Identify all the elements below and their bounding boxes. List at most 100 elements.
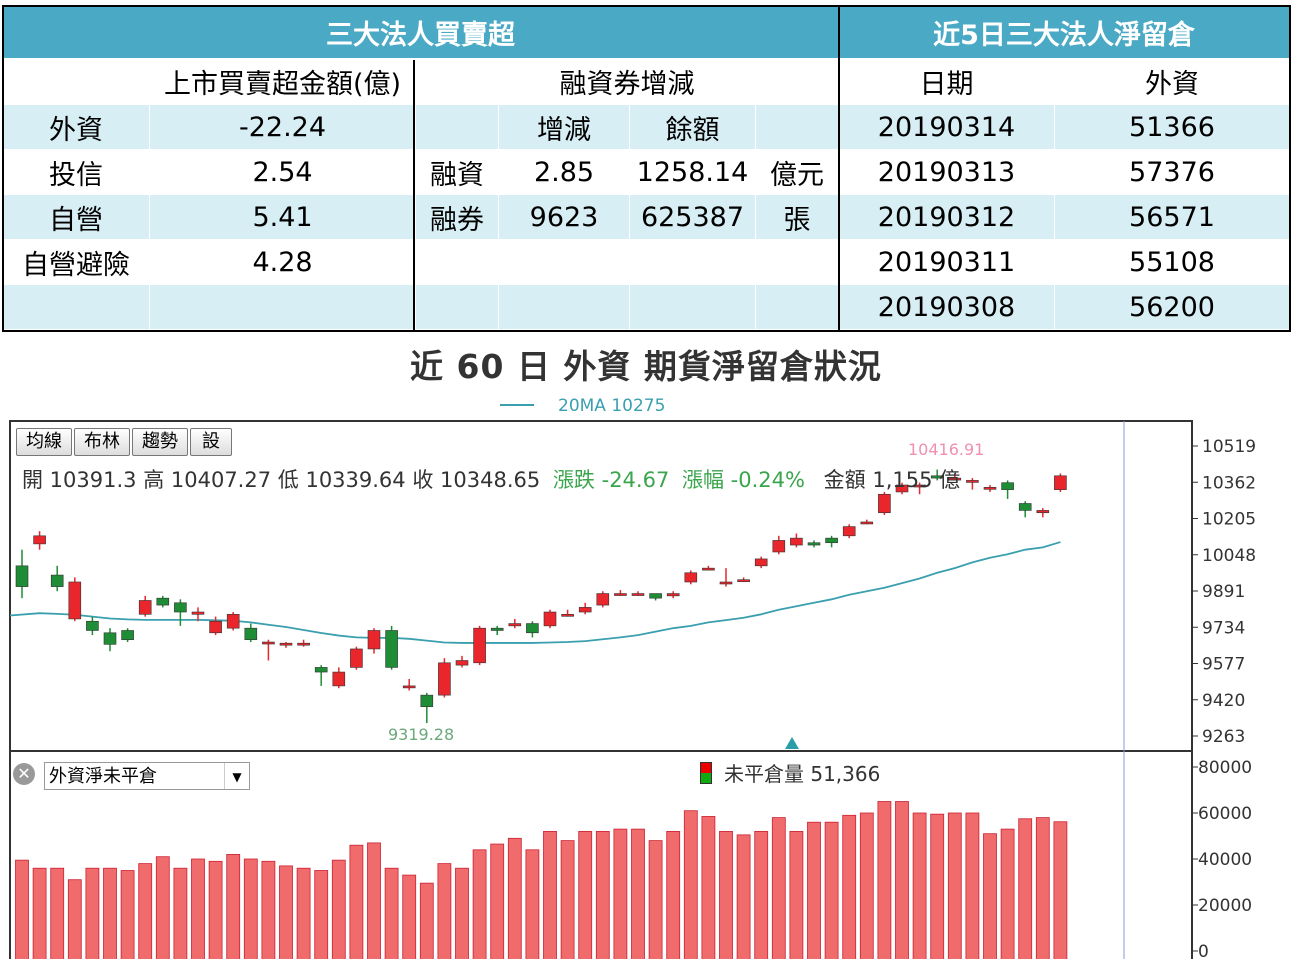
value-cell: 56200: [1053, 284, 1291, 330]
row-name: 投信: [2, 149, 150, 195]
volume-bar: [314, 870, 329, 959]
indicator-select[interactable]: 外資淨未平倉 ▼: [44, 762, 250, 790]
volume-bar: [1000, 828, 1015, 959]
candle: [930, 475, 944, 479]
row-amount: -22.24: [149, 104, 416, 150]
volume-axis: 80000 60000 40000 20000 0: [1192, 758, 1252, 959]
volume-bar: [771, 817, 786, 959]
candle: [420, 694, 434, 707]
candle: [33, 535, 46, 545]
candle: [526, 623, 539, 634]
volume-bar: [895, 801, 909, 959]
volume-bars: [15, 801, 1068, 959]
volume-panel-frame: [9, 750, 1193, 959]
candle: [244, 627, 258, 641]
volume-bar: [103, 867, 117, 959]
candle: [860, 521, 874, 525]
volume-bar: [719, 830, 733, 959]
candle: [103, 632, 117, 645]
volume-bar: [666, 830, 681, 959]
volume-tick-label: 60000: [1198, 804, 1252, 824]
volume-bar: [138, 863, 153, 959]
date-cell: 20190314: [838, 104, 1055, 150]
volume-bar: [155, 856, 170, 959]
sub-balance-header: 餘額: [629, 104, 756, 150]
margin-unit: 億元: [754, 149, 840, 195]
candle: [262, 641, 275, 645]
left-table-title: 三大法人買賣超: [1, 5, 840, 59]
candle: [878, 493, 891, 514]
candle: [473, 627, 486, 664]
amount-value: 金額 1,155 億: [823, 468, 961, 492]
candle: [614, 593, 627, 596]
volume-bar: [384, 867, 399, 959]
volume-bar: [472, 849, 487, 959]
price-tick-label: 9263: [1202, 727, 1245, 747]
volume-bar: [595, 830, 610, 959]
price-tick-label: 10205: [1202, 510, 1256, 530]
volume-bar: [930, 813, 945, 959]
volume-bar: [525, 849, 540, 959]
bollinger-button[interactable]: 布林: [74, 428, 130, 456]
ma-button[interactable]: 均線: [16, 428, 72, 456]
candle: [719, 581, 733, 585]
volume-bar: [947, 812, 962, 959]
volume-bar: [455, 867, 469, 959]
volume-tick-label: 80000: [1198, 758, 1252, 778]
candle: [825, 537, 838, 544]
col-amount-header: 上市買賣超金額(億): [149, 58, 416, 105]
close-icon[interactable]: ✕: [13, 763, 35, 785]
volume-bar: [85, 867, 100, 959]
volume-bar: [208, 860, 223, 959]
trend-button[interactable]: 趨勢: [132, 428, 188, 456]
volume-bar: [331, 859, 346, 959]
candle: [385, 630, 398, 668]
candle: [314, 667, 328, 673]
net-open-interest-table: 近5日三大法人淨留倉 日期 外資 20190314 51366 20190313 5…: [837, 5, 1291, 330]
right-table-title: 近5日三大法人淨留倉: [837, 5, 1291, 59]
candle: [543, 611, 557, 627]
volume-bar: [807, 821, 821, 959]
ma-legend: 20MA 10275: [500, 396, 665, 416]
institutional-trading-table: 三大法人買賣超 上市買賣超金額(億) 融資券增減 外資 -22.24 增減 餘額…: [1, 5, 840, 330]
candle: [15, 565, 29, 587]
min-label: 9319.28: [388, 725, 454, 744]
candle: [737, 579, 750, 582]
volume-bar: [67, 879, 82, 959]
candle: [367, 630, 381, 650]
max-label: 10416.91: [908, 440, 984, 459]
volume-bar: [243, 858, 258, 959]
candle: [1036, 510, 1050, 514]
change-value: 漲跌 -24.67: [552, 468, 670, 492]
candle: [138, 600, 152, 615]
margin-balance: 625387: [629, 194, 756, 240]
high-value: 高 10407.27: [143, 468, 272, 492]
volume-bar: [120, 870, 135, 959]
volume-bar: [824, 821, 839, 959]
volume-legend: 未平倉量 51,366: [700, 758, 880, 787]
chevron-down-icon[interactable]: ▼: [224, 763, 249, 789]
col-margin-header: 融資券增減: [498, 58, 756, 105]
date-cell: 20190308: [838, 284, 1055, 330]
price-tick-label: 10048: [1202, 546, 1256, 566]
volume-bar: [543, 830, 557, 959]
volume-bar: [367, 842, 381, 959]
volume-bar: [859, 812, 874, 959]
volume-bar: [1018, 818, 1033, 959]
volume-bar: [701, 816, 716, 959]
volume-bar: [349, 844, 364, 959]
volume-bar: [226, 853, 241, 959]
volume-bar: [15, 859, 29, 959]
volume-bar: [560, 840, 575, 959]
ma-legend-text: 20MA 10275: [558, 396, 665, 416]
candle: [772, 540, 786, 553]
candle: [578, 607, 592, 613]
margin-change: 2.85: [498, 149, 630, 195]
volume-legend-text: 未平倉量 51,366: [724, 762, 881, 786]
date-cell: 20190311: [838, 239, 1055, 285]
volume-bar: [32, 867, 47, 959]
candle: [895, 484, 909, 493]
volume-bar: [648, 840, 663, 959]
candle: [561, 614, 574, 617]
settings-button[interactable]: 設: [190, 428, 232, 456]
